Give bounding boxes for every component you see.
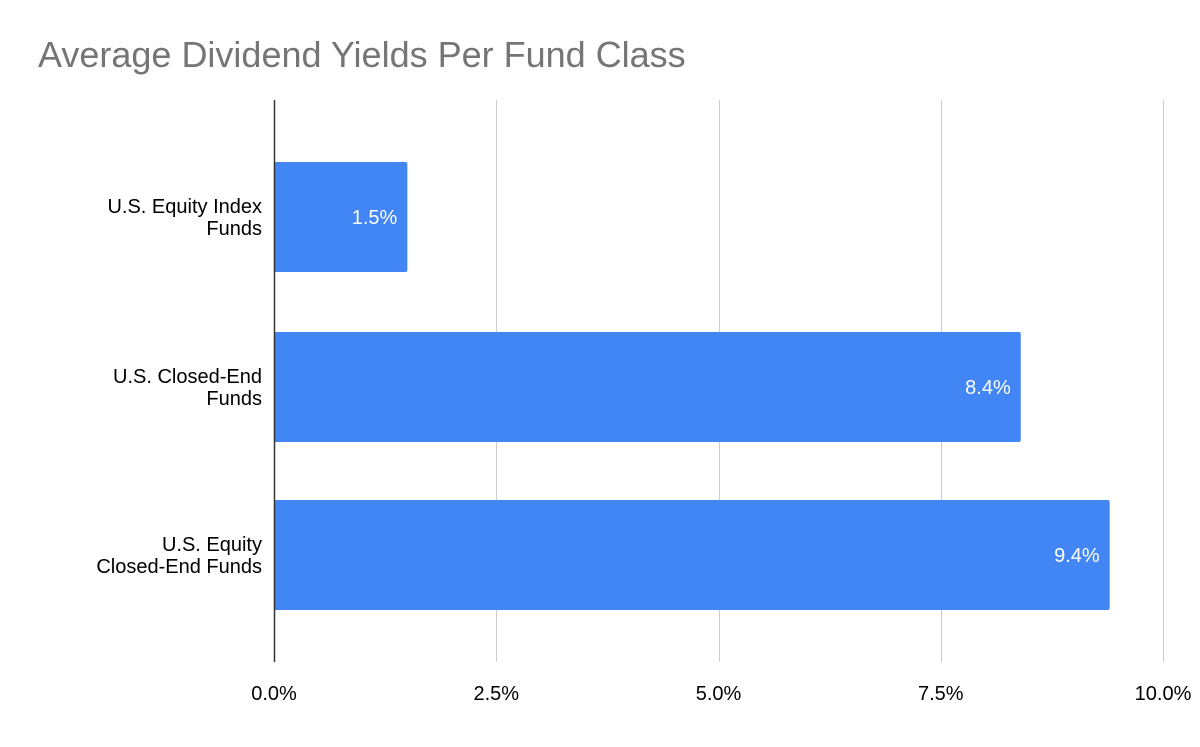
bar (274, 500, 1110, 610)
x-tick-label: 0.0% (251, 683, 297, 705)
x-tick-label: 5.0% (696, 683, 742, 705)
category-label: Funds (206, 218, 262, 240)
category-label: U.S. Closed-End (113, 366, 262, 388)
x-tick-label: 2.5% (473, 683, 519, 705)
data-label: 8.4% (965, 377, 1011, 399)
data-label: 1.5% (352, 207, 398, 229)
data-label: 9.4% (1054, 545, 1100, 567)
category-label: U.S. Equity (162, 534, 262, 556)
x-tick-label: 10.0% (1135, 683, 1192, 705)
x-tick-label: 7.5% (918, 683, 964, 705)
bar (274, 332, 1021, 442)
bar (274, 162, 408, 272)
chart-title: Average Dividend Yields Per Fund Class (38, 34, 686, 75)
category-label: Closed-End Funds (96, 556, 262, 578)
category-label: Funds (206, 388, 262, 410)
category-label: U.S. Equity Index (107, 196, 262, 218)
